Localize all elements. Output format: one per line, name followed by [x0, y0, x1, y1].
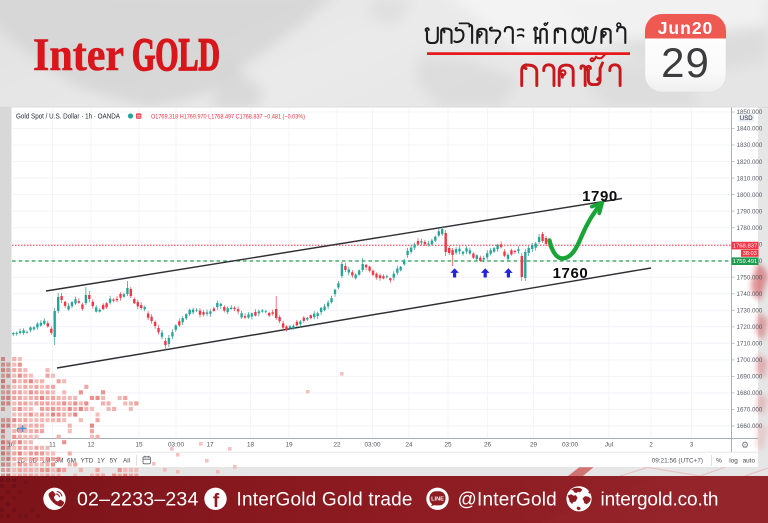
svg-text:2: 2 — [649, 441, 653, 448]
svg-text:1768.837: 1768.837 — [733, 243, 758, 249]
svg-text:Inter: Inter — [33, 29, 124, 81]
svg-text:1830.000: 1830.000 — [737, 142, 763, 149]
svg-text:6M: 6M — [67, 457, 76, 464]
svg-text:15: 15 — [135, 441, 143, 448]
svg-text:29: 29 — [530, 441, 538, 448]
svg-text:1800.000: 1800.000 — [737, 192, 763, 199]
svg-text:22: 22 — [333, 441, 341, 448]
svg-text:09:21:56 (UTC+7): 09:21:56 (UTC+7) — [652, 457, 703, 464]
svg-text:10: 10 — [7, 441, 15, 448]
svg-text:25: 25 — [444, 441, 452, 448]
svg-text:1720.000: 1720.000 — [737, 324, 763, 331]
svg-text:O1769.318 H1769.970 L1768.497: O1769.318 H1769.970 L1768.497 C1768.837 … — [151, 113, 305, 120]
svg-text:Gold Spot / U.S. Dollar · 1h ·: Gold Spot / U.S. Dollar · 1h · OANDA — [16, 112, 120, 121]
svg-text:@InterGold: @InterGold — [458, 490, 557, 511]
svg-text:17: 17 — [206, 441, 214, 448]
svg-text:GOLD: GOLD — [132, 29, 220, 81]
svg-text:f: f — [213, 491, 220, 512]
svg-text:1710.000: 1710.000 — [737, 341, 763, 348]
svg-text:1790.000: 1790.000 — [737, 208, 763, 215]
svg-text:1690.000: 1690.000 — [737, 374, 763, 381]
svg-text:auto: auto — [743, 457, 756, 464]
svg-text:3: 3 — [690, 441, 694, 448]
svg-text:LINE: LINE — [431, 496, 444, 502]
svg-text:%: % — [716, 457, 722, 464]
svg-text:1810.000: 1810.000 — [737, 175, 763, 182]
svg-text:02–2233–234: 02–2233–234 — [77, 489, 199, 511]
svg-text:1660.000: 1660.000 — [737, 423, 763, 430]
svg-text:1700.000: 1700.000 — [737, 357, 763, 364]
svg-text:03:00: 03:00 — [365, 441, 381, 448]
svg-text:InterGold Gold trade: InterGold Gold trade — [237, 490, 413, 511]
svg-text:12: 12 — [87, 441, 95, 448]
svg-text:19: 19 — [285, 441, 293, 448]
svg-text:Jul: Jul — [605, 441, 613, 448]
svg-text:⚙: ⚙ — [741, 440, 749, 450]
svg-text:03:00: 03:00 — [562, 441, 578, 448]
svg-text:All: All — [123, 457, 130, 464]
svg-text:1850.000: 1850.000 — [737, 109, 763, 116]
svg-text:USD: USD — [740, 116, 753, 122]
svg-text:38:03: 38:03 — [743, 251, 757, 257]
svg-text:1730.000: 1730.000 — [737, 308, 763, 315]
svg-text:YTD: YTD — [81, 457, 94, 464]
svg-text:1790: 1790 — [582, 188, 618, 205]
svg-text:29: 29 — [661, 39, 710, 86]
svg-text:1840.000: 1840.000 — [737, 126, 763, 133]
svg-text:5Y: 5Y — [110, 457, 119, 464]
svg-text:Jun20: Jun20 — [658, 18, 714, 38]
svg-text:1759.491: 1759.491 — [733, 259, 758, 265]
svg-text:1670.000: 1670.000 — [737, 407, 763, 414]
svg-text:log: log — [729, 457, 738, 464]
svg-text:5D: 5D — [29, 457, 38, 464]
svg-text:1780.000: 1780.000 — [737, 225, 763, 232]
svg-text:1760: 1760 — [553, 265, 589, 282]
svg-text:26: 26 — [484, 441, 492, 448]
svg-text:1680.000: 1680.000 — [737, 390, 763, 397]
svg-text:03:00: 03:00 — [168, 441, 184, 448]
svg-text:1Y: 1Y — [97, 457, 106, 464]
svg-text:1750.000: 1750.000 — [737, 274, 763, 281]
svg-text:intergold.co.th: intergold.co.th — [601, 490, 719, 511]
svg-text:1740.000: 1740.000 — [737, 291, 763, 298]
svg-text:24: 24 — [405, 441, 413, 448]
svg-text:11: 11 — [49, 441, 56, 448]
svg-text:1820.000: 1820.000 — [737, 159, 763, 166]
svg-text:18: 18 — [247, 441, 255, 448]
